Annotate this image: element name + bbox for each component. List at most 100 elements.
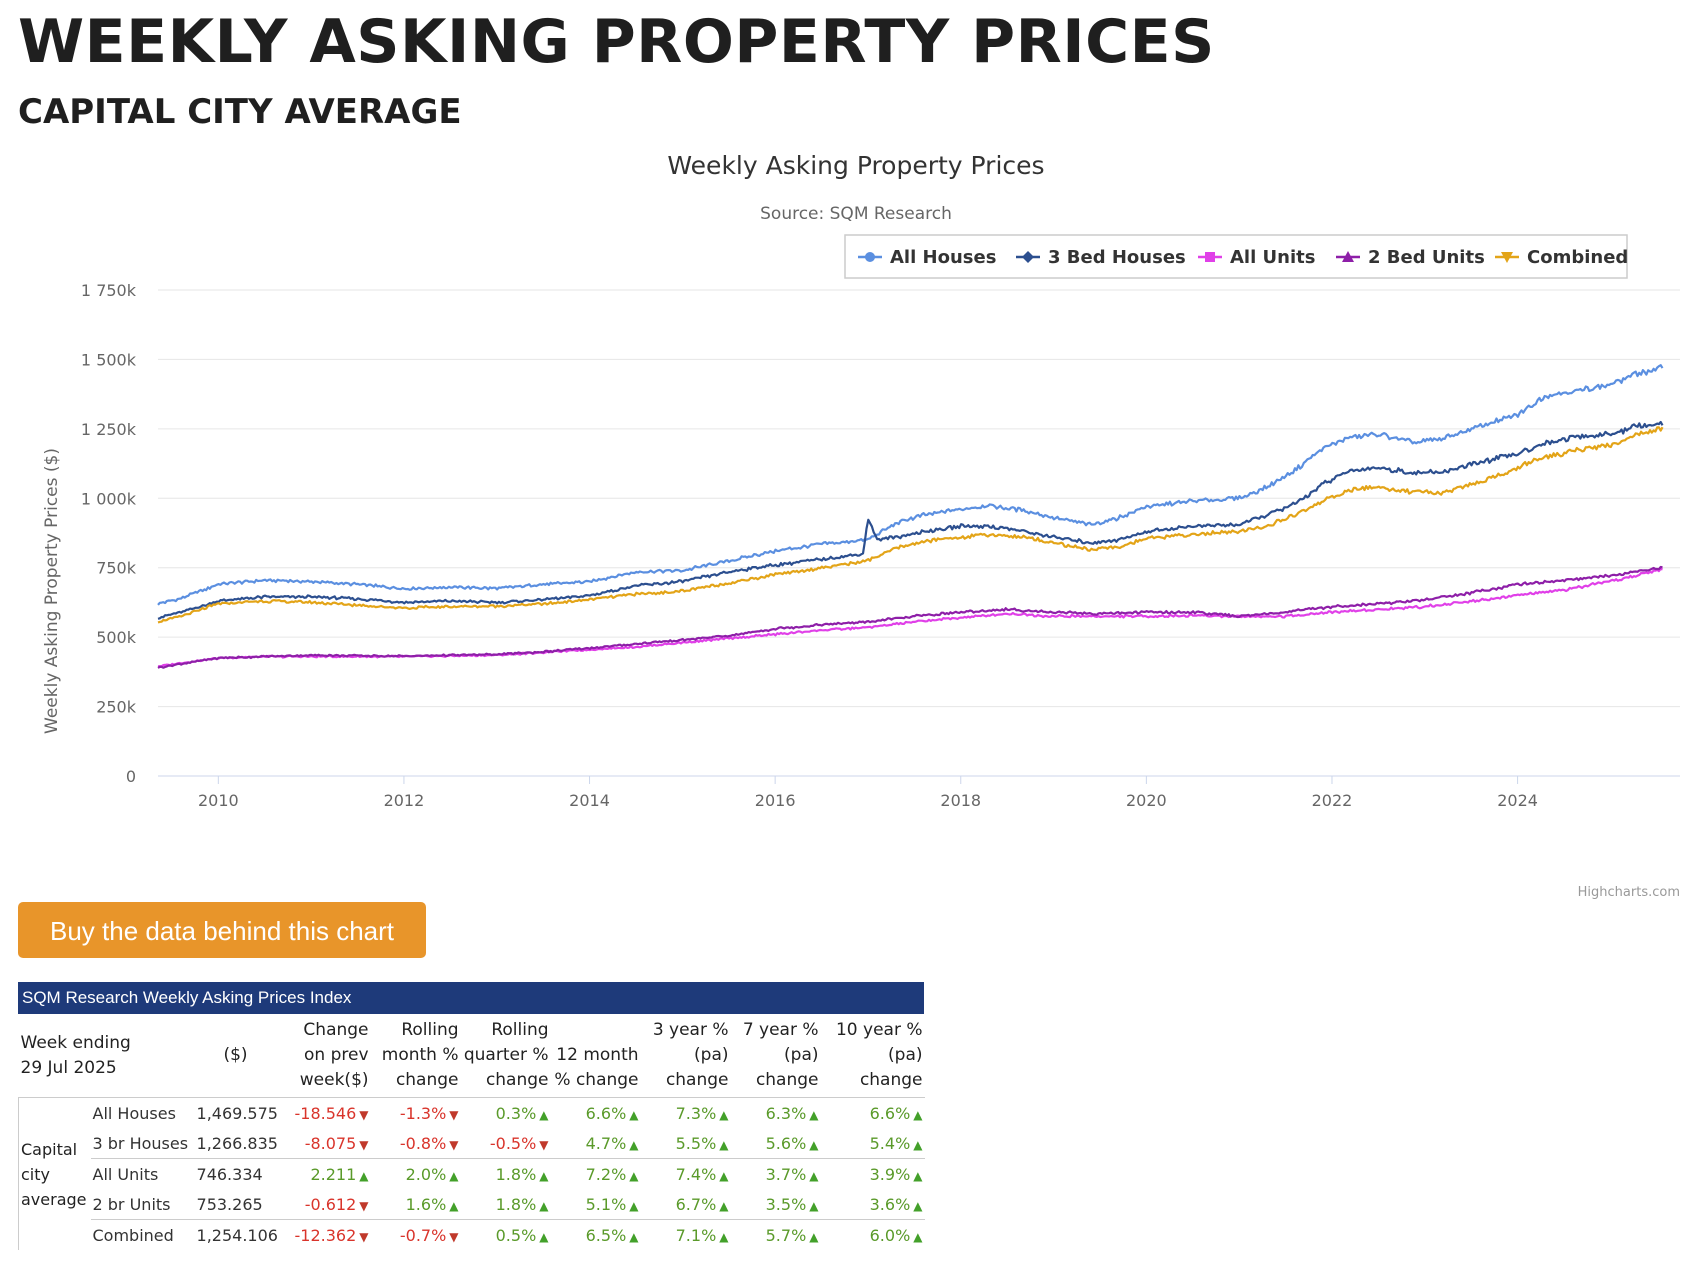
change-value: 5.6% — [765, 1133, 807, 1153]
page-subtitle: CAPITAL CITY AVERAGE — [18, 92, 462, 132]
y-axis-label: Weekly Asking Property Prices ($) — [42, 448, 62, 734]
down-arrow-icon: ▼ — [449, 1137, 459, 1152]
x-tick-label: 2010 — [198, 791, 239, 810]
legend-marker — [1501, 252, 1513, 263]
change-value: 6.5% — [585, 1225, 627, 1245]
up-arrow-icon: ▲ — [719, 1198, 729, 1213]
up-arrow-icon: ▲ — [449, 1198, 459, 1213]
legend-marker — [865, 252, 875, 262]
change-value: 7.2% — [585, 1164, 627, 1184]
chart-subtitle: Source: SQM Research — [760, 204, 952, 224]
change-cell: 6.0% ▲ — [820, 1219, 925, 1250]
change-cell: 5.7% ▲ — [730, 1219, 821, 1250]
chart-legend: All Houses 3 Bed Houses All Units 2 Bed Uni… — [844, 234, 1628, 279]
up-arrow-icon: ▲ — [913, 1229, 923, 1244]
row-price-value: 1,469.575 — [194, 1097, 278, 1128]
week-ending-header: Week ending 29 Jul 2025 — [20, 1032, 131, 1078]
change-cell: -18.546 ▼ — [276, 1097, 371, 1128]
table-row: Combined 1,254.106 -12.362 ▼ -0.7% ▼ 0.5% ▲ 6.5%… — [19, 1219, 925, 1250]
change-cell: 2.0% ▲ — [370, 1158, 461, 1189]
change-value: 2.211 — [310, 1164, 357, 1184]
y-tick-label: 0 — [126, 767, 136, 786]
up-arrow-icon: ▲ — [809, 1137, 819, 1152]
row-price-value: 1,266.835 — [196, 1133, 278, 1153]
col-header: Rolling quarter % change — [463, 1020, 549, 1090]
col-header: ($) — [223, 1045, 248, 1065]
up-arrow-icon: ▲ — [539, 1229, 549, 1244]
col-header: 10 year %(pa) change — [835, 1020, 923, 1090]
row-label: All Houses — [90, 1097, 195, 1128]
change-cell: 7.3% ▲ — [640, 1097, 731, 1128]
change-cell: 2.211 ▲ — [276, 1158, 371, 1189]
change-value: 5.5% — [675, 1133, 717, 1153]
chart-credit[interactable]: Highcharts.com — [1578, 885, 1680, 900]
change-cell: -0.5% ▼ — [461, 1128, 551, 1159]
legend-item-all-units[interactable]: All Units — [1198, 247, 1315, 268]
change-value: -18.546 — [294, 1103, 357, 1123]
y-tick-label: 250k — [96, 698, 137, 717]
change-value: -0.5% — [489, 1133, 537, 1153]
change-cell: 5.5% ▲ — [641, 1128, 731, 1159]
up-arrow-icon: ▲ — [449, 1168, 459, 1183]
x-tick-label: 2018 — [940, 791, 981, 810]
change-cell: 7.2% ▲ — [550, 1158, 641, 1189]
price-index-table: SQM Research Weekly Asking Prices Index … — [18, 982, 925, 1250]
series-line-combined[interactable] — [157, 426, 1664, 624]
change-value: -0.7% — [399, 1225, 447, 1245]
down-arrow-icon: ▼ — [359, 1107, 369, 1122]
row-price-value: 1,254.106 — [194, 1219, 278, 1250]
change-cell: 3.6% ▲ — [821, 1189, 925, 1220]
up-arrow-icon: ▲ — [809, 1198, 819, 1213]
change-value: 6.7% — [675, 1194, 717, 1214]
y-tick-label: 1 000k — [81, 489, 137, 508]
y-tick-label: 1 250k — [81, 420, 137, 439]
series-line-2-bed-units[interactable] — [157, 565, 1663, 669]
up-arrow-icon: ▲ — [809, 1107, 819, 1122]
row-price-value: 753.265 — [196, 1194, 263, 1214]
legend-item-all-houses[interactable]: All Houses — [858, 247, 996, 268]
change-value: -1.3% — [399, 1103, 447, 1123]
legend-label: 3 Bed Houses — [1048, 247, 1186, 268]
legend-item-3-bed-houses[interactable]: 3 Bed Houses — [1016, 247, 1186, 268]
change-cell: 6.6% ▲ — [820, 1097, 925, 1128]
legend-marker — [1205, 252, 1215, 262]
change-cell: -0.612 ▼ — [277, 1189, 371, 1220]
legend-item-2-bed-units[interactable]: 2 Bed Units — [1336, 247, 1485, 268]
up-arrow-icon: ▲ — [629, 1107, 639, 1122]
series-line-all-houses[interactable] — [157, 364, 1664, 606]
legend-label: All Units — [1230, 247, 1315, 268]
change-value: 5.4% — [869, 1133, 911, 1153]
legend-item-combined[interactable]: Combined — [1495, 247, 1628, 268]
up-arrow-icon: ▲ — [719, 1168, 729, 1183]
col-header: 12 month % change — [554, 1045, 639, 1090]
change-cell: 6.3% ▲ — [730, 1097, 821, 1128]
x-tick-label: 2014 — [569, 791, 610, 810]
chart-title: Weekly Asking Property Prices — [667, 151, 1044, 180]
down-arrow-icon: ▼ — [539, 1137, 549, 1152]
down-arrow-icon: ▼ — [359, 1198, 369, 1213]
change-cell: 3.9% ▲ — [820, 1158, 925, 1189]
x-tick-label: 2020 — [1126, 791, 1167, 810]
up-arrow-icon: ▲ — [719, 1229, 729, 1244]
price-line-chart: Weekly Asking Property Prices Source: SQ… — [42, 151, 1680, 900]
change-cell: -0.7% ▼ — [370, 1219, 461, 1250]
change-value: 4.7% — [585, 1133, 627, 1153]
series-line-3-bed-houses[interactable] — [157, 420, 1664, 620]
up-arrow-icon: ▲ — [719, 1107, 729, 1122]
change-cell: 5.4% ▲ — [821, 1128, 925, 1159]
up-arrow-icon: ▲ — [809, 1168, 819, 1183]
up-arrow-icon: ▲ — [809, 1229, 819, 1244]
change-cell: 6.7% ▲ — [641, 1189, 731, 1220]
change-cell: 6.5% ▲ — [550, 1219, 641, 1250]
down-arrow-icon: ▼ — [449, 1229, 459, 1244]
y-tick-label: 750k — [96, 559, 137, 578]
change-value: 0.3% — [495, 1103, 537, 1123]
row-price-value: 746.334 — [194, 1158, 277, 1189]
table-row: Capital city average All Houses 1,469.575-… — [18, 1097, 925, 1250]
change-value: 6.3% — [765, 1103, 807, 1123]
col-header: 7 year %(pa) change — [742, 1020, 819, 1090]
buy-data-button[interactable]: Buy the data behind this chart — [18, 902, 426, 958]
change-cell: -1.3% ▼ — [370, 1097, 461, 1128]
change-cell: -0.8% ▼ — [371, 1128, 461, 1159]
change-cell: 6.6% ▲ — [550, 1097, 641, 1128]
